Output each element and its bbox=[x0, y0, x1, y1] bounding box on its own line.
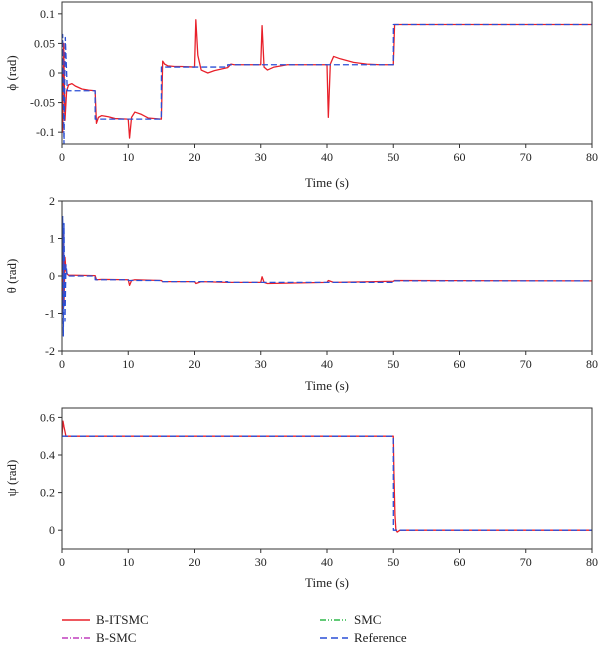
phi-ytick-label: 0 bbox=[49, 66, 55, 80]
phi-xtick-label: 50 bbox=[387, 150, 399, 164]
phi-ylabel: ϕ (rad) bbox=[4, 55, 19, 90]
psi-xtick-label: 10 bbox=[122, 555, 134, 569]
legend-label-reference: Reference bbox=[354, 630, 407, 645]
psi-ytick-label: 0.4 bbox=[40, 448, 55, 462]
legend-label-smc: SMC bbox=[354, 612, 381, 627]
theta-ytick-label: 1 bbox=[49, 232, 55, 246]
psi-xtick-label: 50 bbox=[387, 555, 399, 569]
phi-ytick-label: 0.05 bbox=[34, 36, 55, 50]
psi-series-reference bbox=[62, 435, 592, 531]
psi-xtick-label: 40 bbox=[321, 555, 333, 569]
psi-xlabel: Time (s) bbox=[305, 575, 349, 590]
legend: B-ITSMC B-SMC SMC Reference bbox=[62, 612, 407, 645]
psi-xtick-label: 0 bbox=[59, 555, 65, 569]
theta-ylabel: θ (rad) bbox=[4, 259, 19, 294]
theta-xtick-label: 50 bbox=[387, 357, 399, 371]
legend-label-b-itsmc: B-ITSMC bbox=[96, 612, 149, 627]
theta-panel: 0 10 20 30 40 50 60 70 80 210-1-2 Time (s) θ (ra… bbox=[4, 194, 598, 393]
phi-xtick-label: 80 bbox=[586, 150, 598, 164]
psi-plot-frame bbox=[61, 407, 593, 550]
phi-xtick-label: 20 bbox=[189, 150, 201, 164]
theta-xtick-label: 60 bbox=[454, 357, 466, 371]
theta-xtick-label: 40 bbox=[321, 357, 333, 371]
theta-xtick-label: 80 bbox=[586, 357, 598, 371]
psi-ytick-label: 0 bbox=[49, 523, 55, 537]
theta-xtick-label: 20 bbox=[189, 357, 201, 371]
phi-ytick-label: -0.05 bbox=[30, 96, 55, 110]
theta-series-b-itsmc bbox=[62, 230, 592, 315]
psi-panel: 0 10 20 30 40 50 60 70 80 0.6 0.4 0.2 0 Time (s) ψ … bbox=[4, 407, 598, 590]
phi-xtick-label: 0 bbox=[59, 150, 65, 164]
legend-item-b-itsmc: B-ITSMC bbox=[62, 612, 149, 627]
phi-xlabel: Time (s) bbox=[305, 175, 349, 190]
theta-ytick-label: 0 bbox=[49, 269, 55, 283]
legend-item-reference: Reference bbox=[320, 630, 407, 645]
phi-ytick-label: 0.1 bbox=[40, 7, 55, 21]
theta-xtick-label: 10 bbox=[122, 357, 134, 371]
psi-ylabel: ψ (rad) bbox=[4, 460, 19, 497]
theta-xtick-label: 0 bbox=[59, 357, 65, 371]
theta-xtick-label: 30 bbox=[255, 357, 267, 371]
phi-series-reference bbox=[62, 23, 592, 144]
phi-xtick-label: 40 bbox=[321, 150, 333, 164]
psi-xtick-label: 20 bbox=[189, 555, 201, 569]
phi-xtick-label: 10 bbox=[122, 150, 134, 164]
legend-item-smc: SMC bbox=[320, 612, 381, 627]
phi-xtick-label: 70 bbox=[520, 150, 532, 164]
theta-ytick-label: -2 bbox=[45, 344, 55, 358]
theta-xtick-label: 70 bbox=[520, 357, 532, 371]
legend-label-b-smc: B-SMC bbox=[96, 630, 136, 645]
theta-ytick-label: 2 bbox=[49, 194, 55, 208]
phi-panel: 0 10 20 30 40 50 60 70 80 0.1 0.05 0 -0.05 -0.1 Time… bbox=[4, 1, 598, 190]
phi-xtick-label: 60 bbox=[454, 150, 466, 164]
psi-xtick-label: 70 bbox=[520, 555, 532, 569]
psi-xtick-label: 60 bbox=[454, 555, 466, 569]
psi-ytick-label: 0.6 bbox=[40, 410, 55, 424]
psi-xtick-label: 30 bbox=[255, 555, 267, 569]
psi-ytick-label: 0.2 bbox=[40, 486, 55, 500]
phi-xtick-label: 30 bbox=[255, 150, 267, 164]
theta-ytick-label: -1 bbox=[45, 307, 55, 321]
phi-series-b-itsmc bbox=[62, 19, 592, 139]
psi-xtick-label: 80 bbox=[586, 555, 598, 569]
theta-xlabel: Time (s) bbox=[305, 378, 349, 393]
legend-item-b-smc: B-SMC bbox=[62, 630, 136, 645]
theta-plot-frame bbox=[61, 200, 593, 352]
phi-ytick-label: -0.1 bbox=[36, 125, 55, 139]
psi-series-b-itsmc bbox=[62, 420, 592, 533]
theta-series-reference bbox=[62, 215, 592, 337]
